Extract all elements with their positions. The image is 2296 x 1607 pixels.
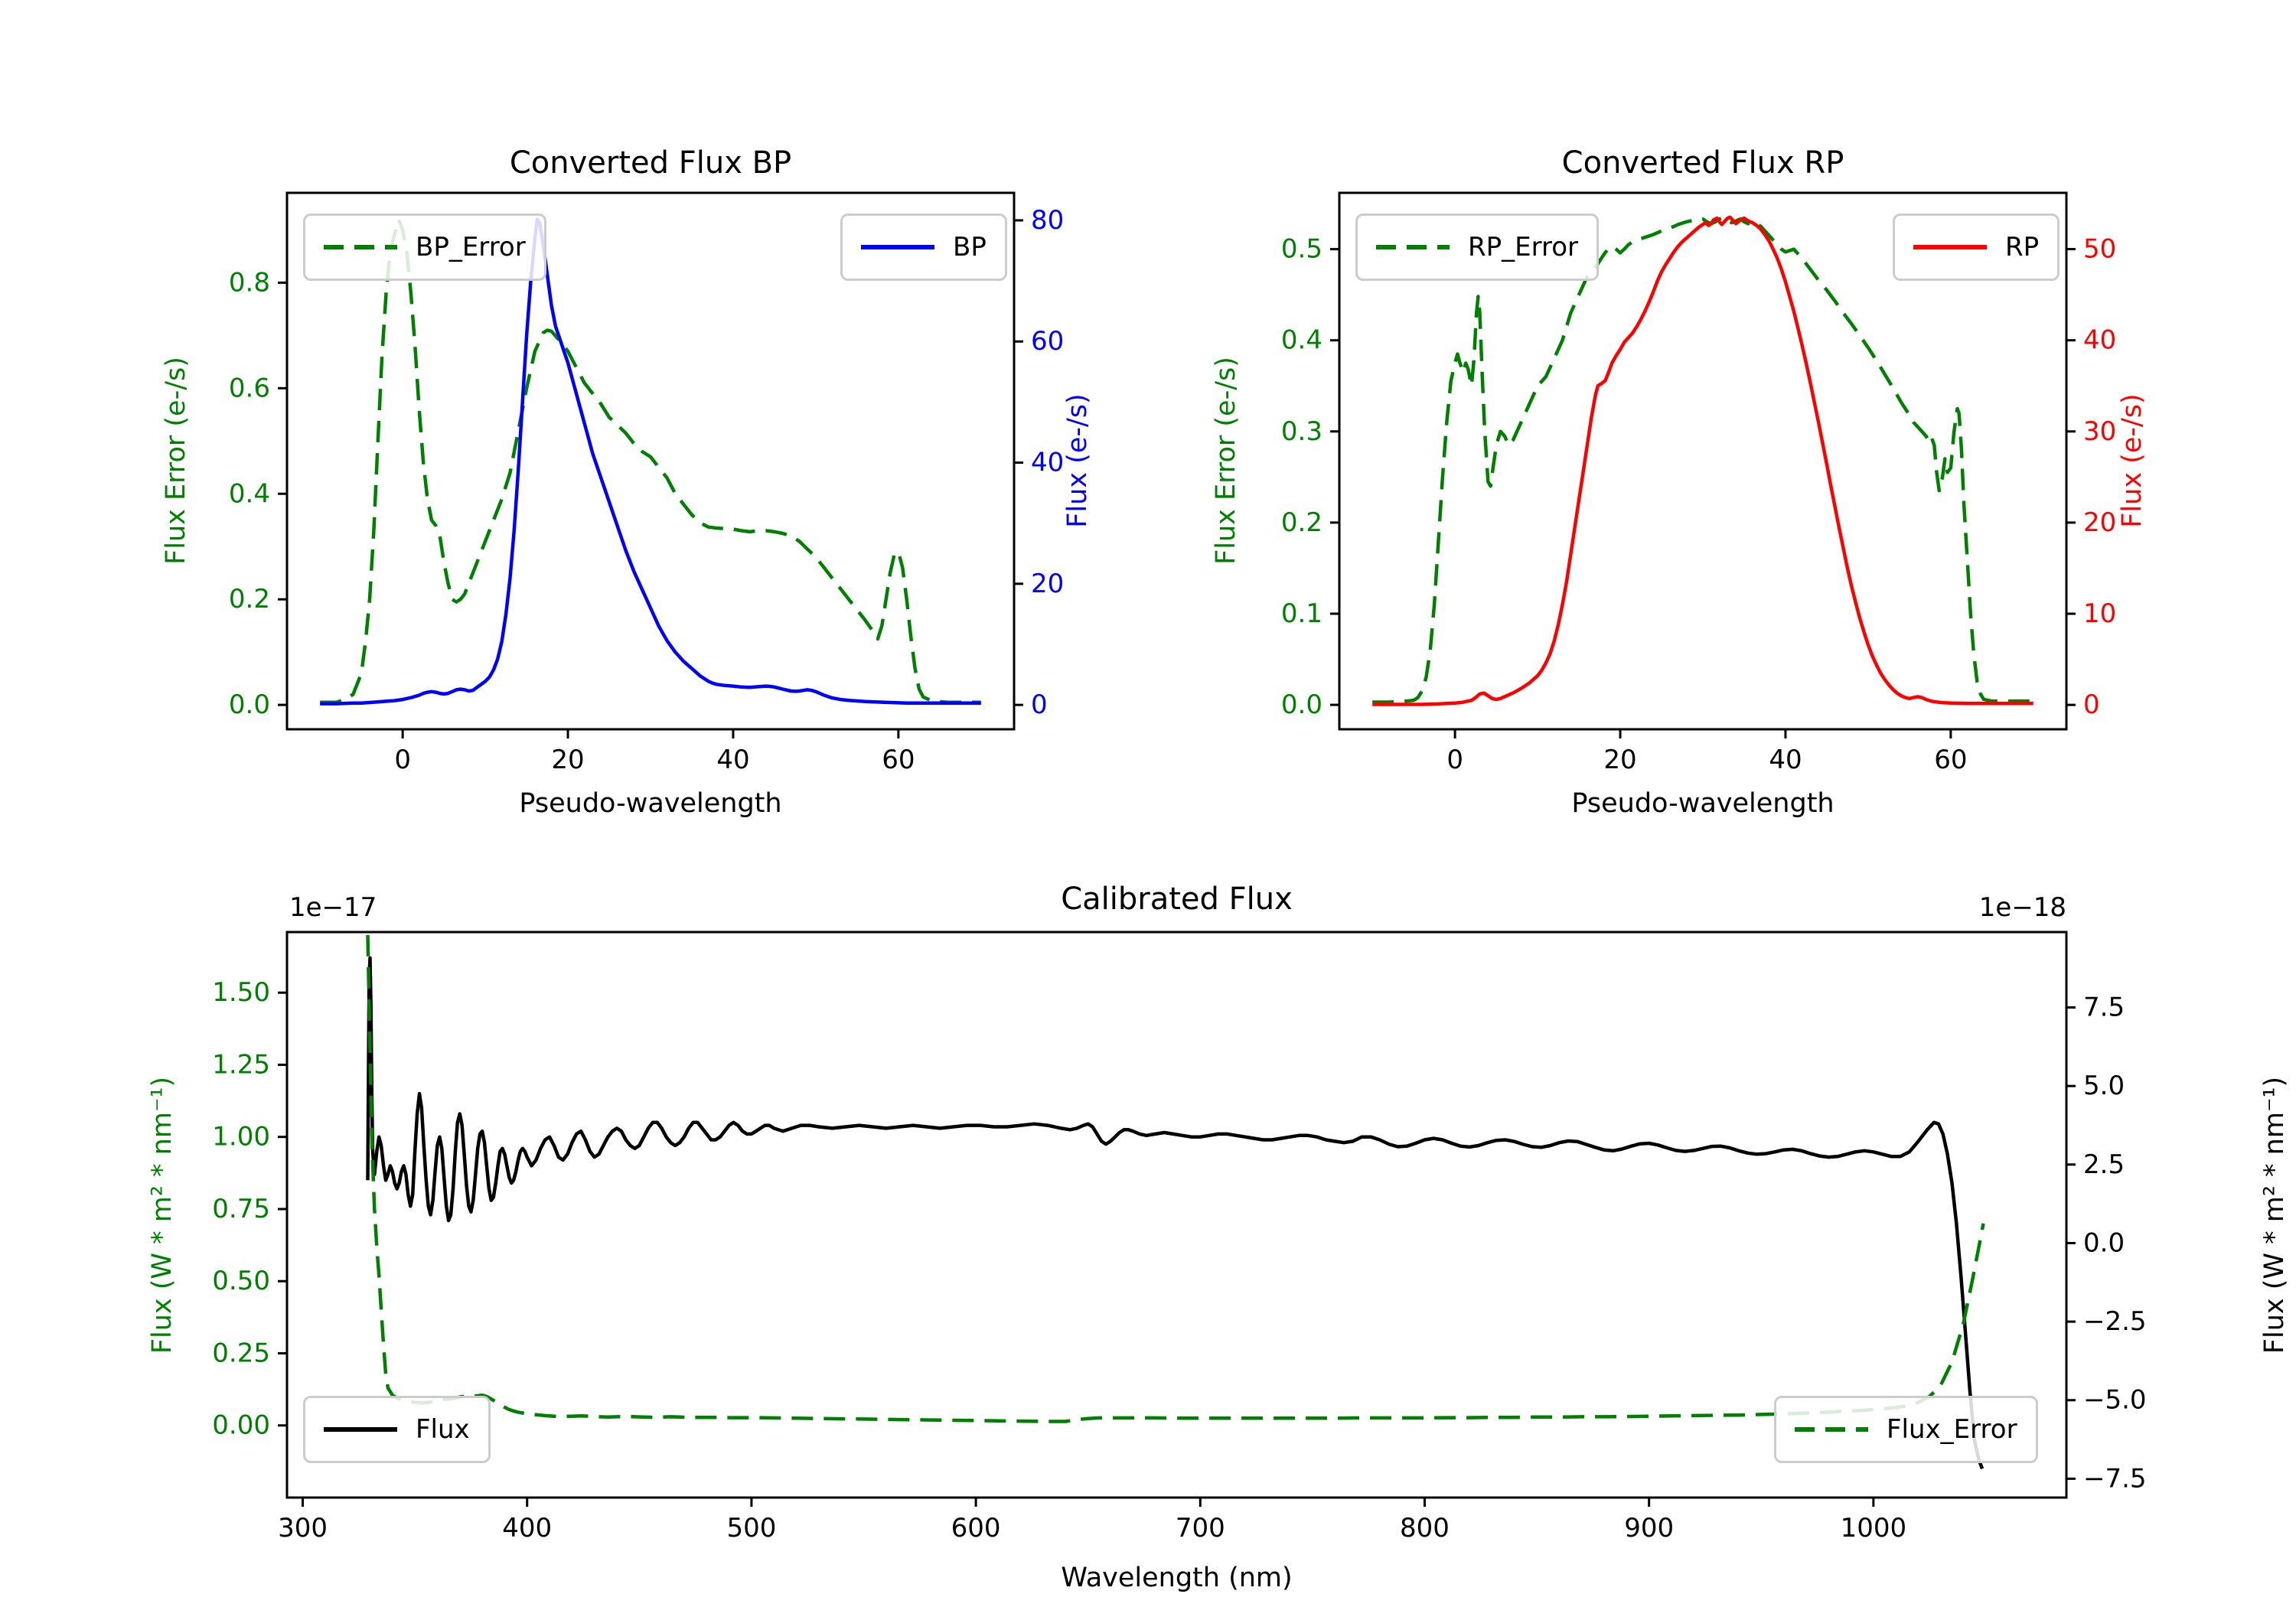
bp-legend-label: BP xyxy=(953,232,987,262)
rp-axes-frame xyxy=(1338,191,2068,731)
right-y-tick-label: 0 xyxy=(1031,689,1048,720)
left-y-tick-label: 0.0 xyxy=(1281,689,1322,720)
right-y-tick-label: 5.0 xyxy=(2083,1071,2125,1101)
left-y-tick-label: 0.00 xyxy=(212,1410,270,1441)
x-tick-label: 60 xyxy=(882,745,915,775)
bp-error-legend: BP_Error xyxy=(303,214,546,281)
left-y-tick-label: 0.8 xyxy=(229,267,270,298)
left-y-tick-label: 0.1 xyxy=(1281,598,1322,629)
calibrated-chart-title: Calibrated Flux xyxy=(1061,882,1293,917)
left-scale-offset: 1e−17 xyxy=(289,892,377,923)
rp-curve xyxy=(1372,215,2033,706)
calibrated-axes-frame xyxy=(285,931,2068,1499)
flux-legend-line xyxy=(324,1427,397,1432)
bp-error-curve xyxy=(320,217,981,704)
right-y-tick-label: 2.5 xyxy=(2083,1149,2125,1180)
rp-left-yaxis-label: Flux Error (e-/s) xyxy=(1211,357,1241,565)
left-y-tick-label: 0.2 xyxy=(1281,507,1322,538)
right-y-tick-label: 0.0 xyxy=(2083,1227,2125,1258)
calibrated-left-yaxis-label: Flux (W * m² * nm⁻¹) xyxy=(147,1076,178,1354)
x-tick-label: 600 xyxy=(951,1513,1001,1543)
x-tick-label: 20 xyxy=(551,745,584,775)
left-y-tick-label: 1.00 xyxy=(212,1122,270,1152)
right-y-tick-label: 10 xyxy=(2083,598,2116,629)
x-tick-label: 500 xyxy=(726,1513,776,1543)
x-tick-label: 900 xyxy=(1624,1513,1674,1543)
right-y-tick-label: 20 xyxy=(2083,507,2116,538)
right-y-tick-label: −7.5 xyxy=(2083,1463,2147,1494)
right-y-tick-label: 80 xyxy=(1031,205,1064,236)
flux-legend: Flux xyxy=(303,1396,491,1463)
rp-legend: RP xyxy=(1893,214,2060,281)
flux-curve xyxy=(366,956,1985,1470)
bp-chart-title: Converted Flux BP xyxy=(509,145,792,181)
x-tick-label: 40 xyxy=(1769,745,1802,775)
left-y-tick-label: 1.25 xyxy=(212,1049,270,1080)
x-tick-label: 800 xyxy=(1400,1513,1450,1543)
rp-legend-line xyxy=(1913,245,1987,249)
right-y-tick-label: 40 xyxy=(1031,448,1064,478)
right-y-tick-label: 20 xyxy=(1031,569,1064,599)
right-scale-offset: 1e−18 xyxy=(1978,892,2066,923)
x-tick-label: 0 xyxy=(394,745,411,775)
x-tick-label: 0 xyxy=(1446,745,1463,775)
rp-error-legend-line xyxy=(1376,245,1450,249)
left-y-tick-label: 0.3 xyxy=(1281,416,1322,447)
left-y-tick-label: 0.50 xyxy=(212,1266,270,1296)
right-y-tick-label: 40 xyxy=(2083,325,2116,356)
rp-error-curve xyxy=(1372,215,2033,704)
right-y-tick-label: 7.5 xyxy=(2083,993,2125,1023)
right-y-tick-label: 50 xyxy=(2083,234,2116,265)
right-y-tick-label: 0 xyxy=(2083,689,2100,720)
left-y-tick-label: 1.50 xyxy=(212,977,270,1008)
left-y-tick-label: 0.6 xyxy=(229,373,270,403)
bp-legend-line xyxy=(861,245,934,249)
left-y-tick-label: 0.0 xyxy=(229,689,270,720)
rp-right-yaxis-label: Flux (e-/s) xyxy=(2117,393,2148,528)
bp-axes-frame xyxy=(285,191,1016,731)
calibrated-xaxis-label: Wavelength (nm) xyxy=(1061,1563,1293,1593)
flux-error-legend-label: Flux_Error xyxy=(1887,1414,2017,1445)
flux-legend-label: Flux xyxy=(416,1414,470,1445)
calibrated-right-yaxis-label: Flux (W * m² * nm⁻¹) xyxy=(2259,1076,2290,1354)
calibrated-plot-area: 300 400 500 600 700 800 900 1000 0.00 0.25 0.50 0.7… xyxy=(212,931,2147,1543)
rp-error-legend-label: RP_Error xyxy=(1468,232,1579,262)
x-tick-label: 400 xyxy=(502,1513,552,1543)
x-tick-label: 300 xyxy=(278,1513,328,1543)
rp-legend-label: RP xyxy=(2005,232,2040,262)
bp-legend: BP xyxy=(840,214,1007,281)
right-y-tick-label: −2.5 xyxy=(2083,1306,2147,1337)
left-y-tick-label: 0.75 xyxy=(212,1194,270,1224)
x-tick-label: 40 xyxy=(716,745,749,775)
rp-chart-title: Converted Flux RP xyxy=(1561,145,1844,181)
rp-error-legend: RP_Error xyxy=(1355,214,1600,281)
bp-right-yaxis-label: Flux (e-/s) xyxy=(1062,393,1093,528)
left-y-tick-label: 0.4 xyxy=(229,478,270,509)
x-tick-label: 60 xyxy=(1934,745,1967,775)
bp-plot-area: 0 20 40 60 0.0 0.2 0.4 0.6 0.8 0 20 40 60 80 xyxy=(229,191,1064,775)
bp-xaxis-label: Pseudo-wavelength xyxy=(519,788,782,819)
left-y-tick-label: 0.2 xyxy=(229,584,270,614)
x-tick-label: 700 xyxy=(1176,1513,1225,1543)
bp-left-yaxis-label: Flux Error (e-/s) xyxy=(161,357,191,565)
rp-plot-area: 0 20 40 60 0.0 0.1 0.2 0.3 0.4 0.5 0 10 20 30 40 50 xyxy=(1281,191,2116,775)
x-tick-label: 1000 xyxy=(1841,1513,1907,1543)
left-y-tick-label: 0.4 xyxy=(1281,325,1322,356)
right-y-tick-label: 60 xyxy=(1031,326,1064,357)
flux-error-curve xyxy=(366,934,1985,1423)
right-y-tick-label: 30 xyxy=(2083,416,2116,447)
bp-curve xyxy=(320,217,981,706)
rp-xaxis-label: Pseudo-wavelength xyxy=(1571,788,1835,819)
bp-error-legend-line xyxy=(324,245,397,249)
flux-error-legend: Flux_Error xyxy=(1774,1396,2038,1463)
left-y-tick-label: 0.25 xyxy=(212,1338,270,1368)
left-y-tick-label: 0.5 xyxy=(1281,234,1322,265)
right-y-tick-label: −5.0 xyxy=(2083,1385,2147,1416)
flux-error-legend-line xyxy=(1795,1427,1868,1432)
x-tick-label: 20 xyxy=(1603,745,1636,775)
bp-error-legend-label: BP_Error xyxy=(416,232,526,262)
